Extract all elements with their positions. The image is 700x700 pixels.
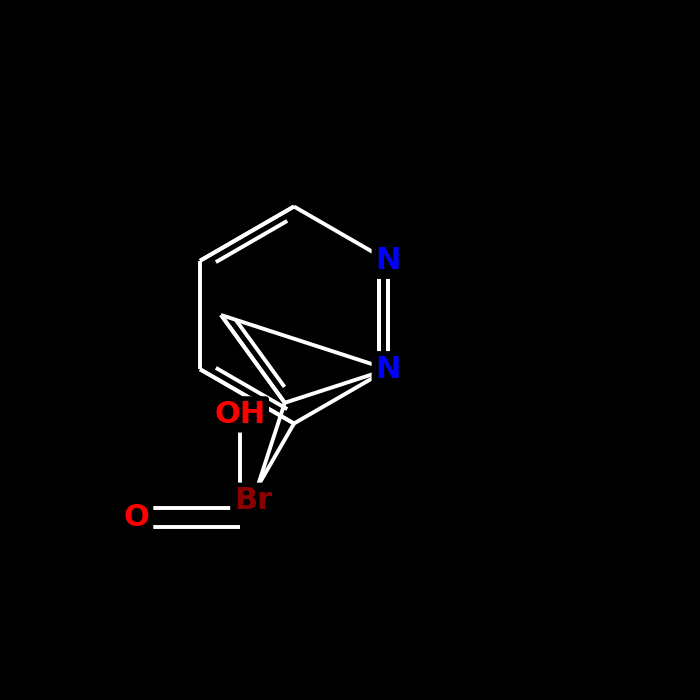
- Text: N: N: [375, 355, 400, 384]
- Text: N: N: [375, 246, 400, 275]
- Text: O: O: [124, 503, 150, 532]
- Text: OH: OH: [214, 400, 265, 429]
- Text: Br: Br: [234, 486, 272, 515]
